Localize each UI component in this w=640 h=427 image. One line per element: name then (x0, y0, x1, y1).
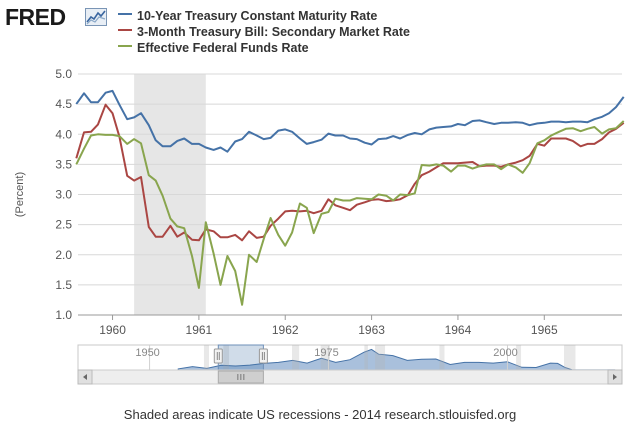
footer-note: Shaded areas indicate US recessions - 20… (123, 407, 517, 422)
series-line-0[interactable] (75, 89, 625, 153)
legend-swatch (118, 12, 132, 15)
y-tick-label: 1.5 (55, 278, 72, 292)
legend-item-10-year[interactable]: 10-Year Treasury Constant Maturity Rate (118, 8, 410, 24)
navigator-recession (292, 345, 300, 370)
navigator-recession (375, 345, 386, 370)
legend-label: Effective Federal Funds Rate (137, 41, 309, 55)
axis-layer: 1.0 1.5 2.0 2.5 3.0 3.5 4.0 4.5 5.0 1960 1961 1962 1… (14, 67, 622, 337)
y-tick-label: 1.0 (55, 308, 72, 322)
x-tick-label: 1964 (445, 323, 472, 337)
navigator-handle-left[interactable] (213, 348, 223, 364)
series-layer (75, 89, 625, 306)
navigator-recession (564, 345, 576, 370)
legend-item-3-month[interactable]: 3-Month Treasury Bill: Secondary Market … (118, 24, 410, 40)
navigator-label: 2000 (493, 347, 517, 359)
x-tick-label: 1963 (358, 323, 385, 337)
legend-swatch (118, 28, 132, 31)
navigator-recession (320, 345, 330, 370)
navigator-label: 1975 (314, 347, 338, 359)
navigator-recession (223, 345, 230, 370)
navigator-series (177, 348, 616, 371)
navigator-handle-right[interactable] (258, 348, 268, 364)
y-tick-label: 2.0 (55, 248, 72, 262)
legend-label: 3-Month Treasury Bill: Secondary Market … (137, 25, 410, 39)
y-tick-label: 5.0 (55, 67, 72, 81)
chart-header: FRED 10-Year Treasury Constant Maturity … (0, 0, 640, 62)
x-tick-label: 1960 (99, 323, 126, 337)
chart-line-icon (85, 8, 107, 26)
y-tick-label: 3.5 (55, 157, 72, 171)
fred-logo[interactable]: FRED (5, 4, 66, 30)
y-tick-label: 2.5 (55, 218, 72, 232)
navigator-recession (364, 345, 368, 370)
chart-area: 1.0 1.5 2.0 2.5 3.0 3.5 4.0 4.5 5.0 1960 1961 1962 1… (14, 67, 625, 385)
y-tick-label: 4.0 (55, 127, 72, 141)
series-line-1[interactable] (75, 103, 625, 242)
x-tick-label: 1962 (272, 323, 299, 337)
y-axis-label: (Percent) (14, 172, 26, 217)
x-tick-label: 1965 (531, 323, 558, 337)
navigator[interactable]: 1950 1975 2000 (77, 344, 623, 385)
navigator-recession (439, 345, 445, 370)
grid-layer (78, 73, 622, 316)
legend-item-fed-funds[interactable]: Effective Federal Funds Rate (118, 40, 410, 56)
navigator-recession (203, 345, 209, 370)
y-tick-label: 3.0 (55, 188, 72, 202)
legend-label: 10-Year Treasury Constant Maturity Rate (137, 9, 378, 23)
navigator-selection[interactable] (217, 344, 264, 371)
chart-legend: 10-Year Treasury Constant Maturity Rate … (118, 8, 410, 56)
x-tick-label: 1961 (186, 323, 213, 337)
y-tick-label: 4.5 (55, 97, 72, 111)
arrow-left-icon (83, 374, 87, 380)
legend-swatch (118, 44, 132, 47)
navigator-label: 1950 (135, 347, 159, 359)
series-line-2[interactable] (75, 120, 625, 306)
arrow-right-icon (613, 374, 617, 380)
scrollbar-track[interactable] (77, 369, 623, 385)
navigator-recession (516, 345, 522, 370)
